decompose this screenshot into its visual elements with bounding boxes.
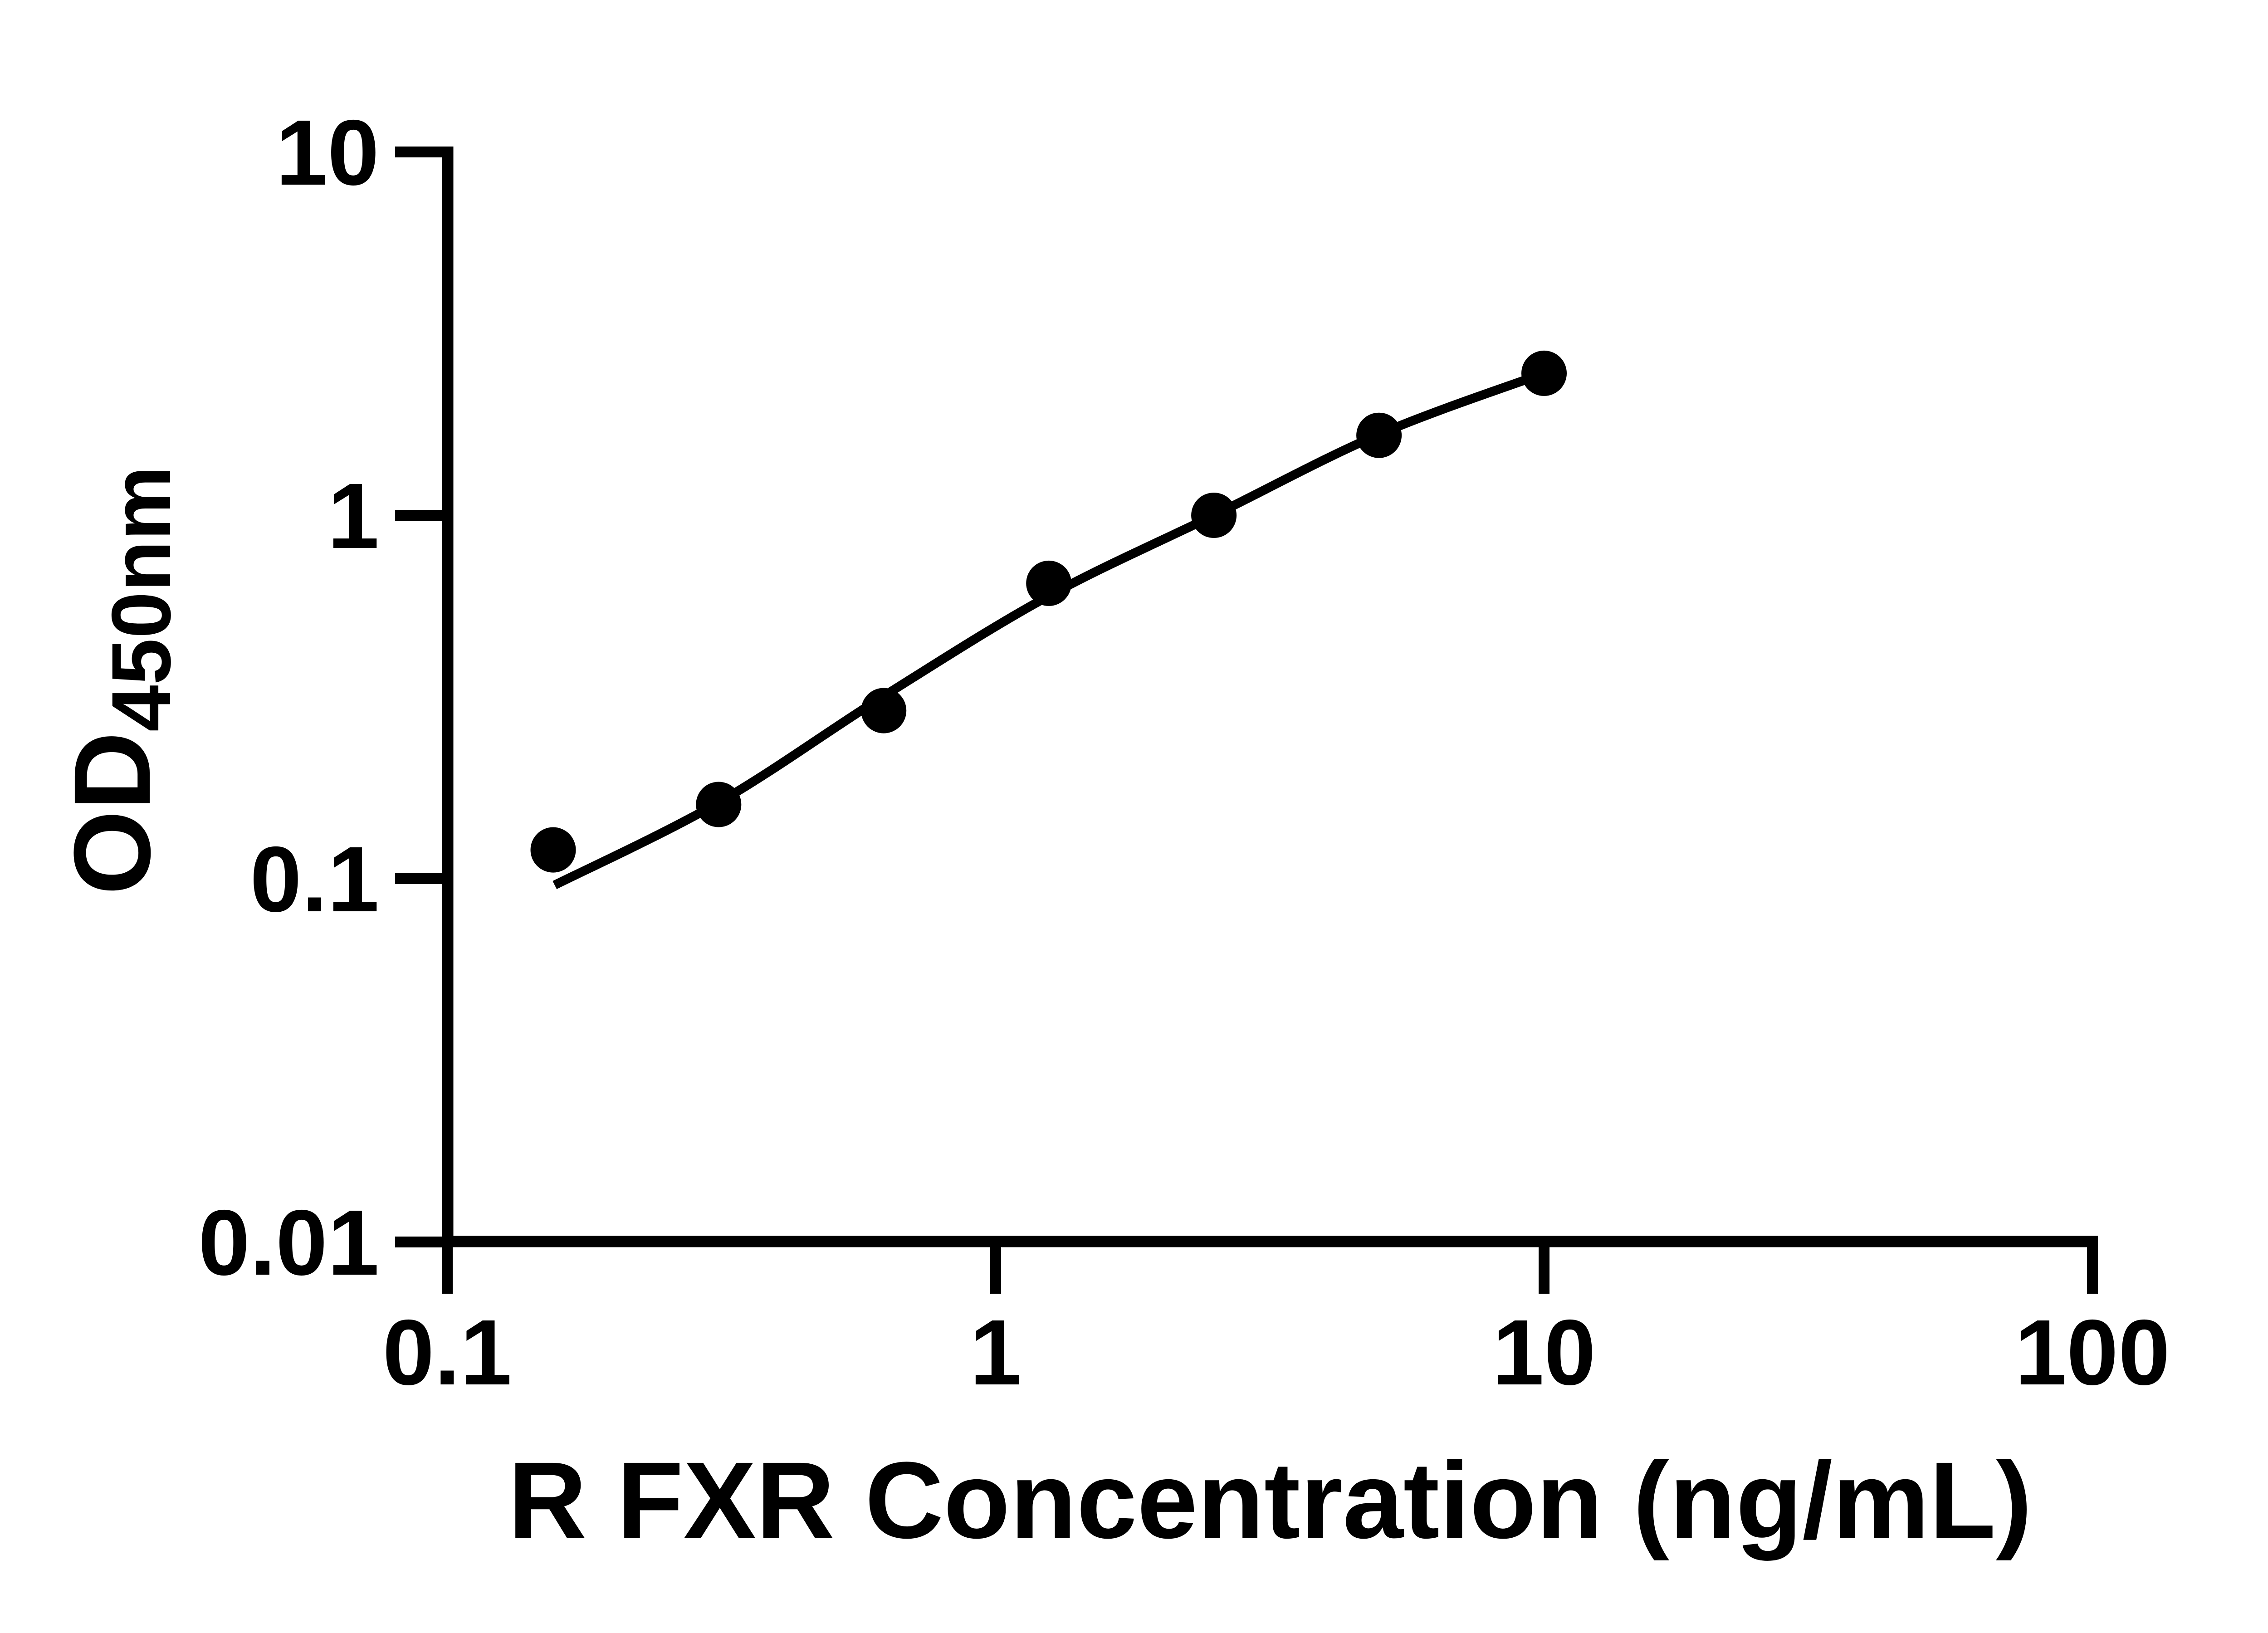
x-tick-label: 100 xyxy=(2015,1301,2170,1404)
x-axis-title: R FXR Concentration (ng/mL) xyxy=(508,1439,2032,1561)
y-axis-title: OD450nm xyxy=(51,466,188,895)
y-tick-label: 10 xyxy=(276,101,379,205)
y-tick-label: 1 xyxy=(327,464,379,568)
axis-lines xyxy=(442,147,2098,1247)
data-point xyxy=(861,688,907,733)
data-point xyxy=(1191,493,1237,538)
y-tick-label: 0.01 xyxy=(198,1191,379,1295)
data-point xyxy=(696,782,742,827)
y-tick-label: 0.1 xyxy=(250,827,379,931)
y-axis-title-subscript: 450nm xyxy=(95,466,188,732)
data-point xyxy=(1356,412,1402,458)
x-tick-label: 1 xyxy=(970,1301,1022,1404)
data-point xyxy=(1026,560,1072,606)
x-tick-label: 0.1 xyxy=(383,1301,512,1404)
x-tick-label: 10 xyxy=(1492,1301,1596,1404)
y-axis-title-main: OD xyxy=(51,732,173,895)
data-point xyxy=(530,827,576,873)
data-point xyxy=(1521,350,1567,396)
